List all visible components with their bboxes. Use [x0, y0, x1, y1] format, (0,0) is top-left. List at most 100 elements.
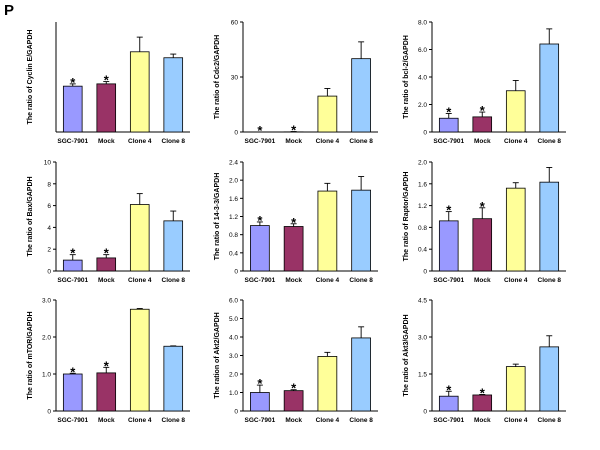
- category-label: Clone 8: [349, 138, 373, 145]
- category-label: Clone 8: [162, 417, 186, 424]
- y-tick-label: 1.6: [418, 181, 427, 188]
- y-axis-label: The ratio of Akt3/GAPDH: [403, 314, 410, 396]
- category-label: Clone 8: [349, 277, 373, 284]
- category-label: Clone 8: [162, 138, 186, 145]
- category-label: Clone 4: [504, 138, 528, 145]
- y-tick-label: 0: [423, 269, 427, 276]
- y-tick-label: 2: [47, 247, 51, 254]
- chart-8: 0 1.0 2.0 3.0 4.0 5.0 6.0 The ration of Akt2/GA…: [214, 298, 378, 424]
- bar: [163, 220, 184, 272]
- y-axis-label: The ratio of 14-3-3/GAPDH: [214, 173, 221, 261]
- category-label: SGC-7901: [433, 417, 464, 424]
- category-label: SGC-7901: [57, 417, 88, 424]
- category-label: Mock: [285, 417, 302, 424]
- category-label: Mock: [285, 277, 302, 284]
- bar: [505, 90, 526, 133]
- bar: [62, 373, 83, 412]
- bar: [351, 337, 371, 412]
- category-label: Clone 4: [316, 417, 340, 424]
- bar: [472, 218, 493, 272]
- y-tick-label: 10: [44, 160, 52, 167]
- category-label: Clone 8: [538, 277, 562, 284]
- panel-label: P: [4, 2, 15, 19]
- y-tick-label: 2.0: [418, 160, 427, 167]
- y-tick-label: 1.0: [229, 390, 238, 397]
- chart-1: The ratio of Cyclin E/GAPDH * SGC-7901 * Moc…: [27, 22, 190, 145]
- bar: [317, 356, 338, 412]
- significance-asterisk: *: [446, 104, 452, 119]
- y-tick-label: 0.4: [418, 247, 427, 254]
- bar: [129, 204, 150, 272]
- category-label: Mock: [474, 277, 491, 284]
- category-label: Clone 4: [504, 417, 528, 424]
- category-label: Mock: [98, 138, 115, 145]
- category-label: Mock: [285, 138, 302, 145]
- bar: [351, 189, 371, 272]
- y-tick-label: 8.0: [418, 20, 427, 27]
- bar: [438, 220, 459, 272]
- y-tick-label: 60: [231, 20, 239, 27]
- y-tick-label: 1.2: [418, 203, 427, 210]
- y-tick-label: 0: [47, 409, 51, 416]
- significance-asterisk: *: [257, 213, 263, 228]
- bar: [163, 345, 184, 412]
- significance-asterisk: *: [446, 382, 452, 397]
- category-label: Mock: [98, 417, 115, 424]
- category-label: Clone 4: [128, 417, 152, 424]
- y-tick-label: 5.0: [229, 316, 238, 323]
- y-tick-label: 0.4: [229, 250, 238, 257]
- bar: [539, 181, 560, 272]
- bar: [62, 85, 83, 133]
- y-tick-label: 3.0: [42, 298, 51, 305]
- y-tick-label: 4.0: [229, 335, 238, 342]
- bar: [250, 225, 270, 272]
- y-axis-label: The ratio of mTOR/GAPDH: [27, 311, 34, 399]
- significance-asterisk: *: [291, 123, 297, 138]
- chart-3: 0 2.0 4.0 6.0 8.0 The ratio of bcl-2/GAPDH * SG…: [403, 20, 566, 145]
- category-label: Clone 8: [349, 417, 373, 424]
- significance-asterisk: *: [70, 246, 76, 261]
- y-tick-label: 1.5: [418, 372, 427, 379]
- y-tick-label: 4.5: [418, 298, 427, 305]
- chart-6: 0 0.4 0.8 1.2 1.6 2.0 The ratio of Raptor/GAPD…: [403, 160, 566, 284]
- category-label: SGC-7901: [245, 138, 276, 145]
- y-tick-label: 2.0: [42, 335, 51, 342]
- bar: [505, 366, 526, 412]
- chart-9: 0 1.5 3.0 4.5 The ratio of Akt3/GAPDH * SGC-79…: [403, 298, 566, 424]
- significance-asterisk: *: [104, 73, 110, 88]
- bar: [129, 308, 150, 412]
- y-tick-label: 1.0: [42, 372, 51, 379]
- significance-asterisk: *: [104, 358, 110, 373]
- y-tick-label: 6: [47, 203, 51, 210]
- bar: [250, 392, 270, 412]
- significance-asterisk: *: [480, 385, 486, 400]
- category-label: Clone 8: [162, 277, 186, 284]
- significance-asterisk: *: [257, 376, 263, 391]
- y-tick-label: 0: [234, 269, 238, 276]
- bar: [129, 51, 150, 133]
- y-tick-label: 3.0: [229, 353, 238, 360]
- y-tick-label: 6.0: [229, 298, 238, 305]
- category-label: SGC-7901: [57, 277, 88, 284]
- y-tick-label: 4.0: [418, 75, 427, 82]
- category-label: SGC-7901: [433, 277, 464, 284]
- y-tick-label: 1.2: [229, 214, 238, 221]
- bar: [96, 372, 117, 412]
- y-tick-label: 0: [47, 269, 51, 276]
- y-tick-label: 0: [234, 409, 238, 416]
- category-label: SGC-7901: [245, 417, 276, 424]
- chart-7: 0 1.0 2.0 3.0 The ratio of mTOR/GAPDH * SGC-79…: [27, 298, 190, 424]
- bar: [539, 346, 560, 412]
- category-label: SGC-7901: [245, 277, 276, 284]
- category-label: Clone 8: [538, 138, 562, 145]
- y-tick-label: 0: [234, 130, 238, 137]
- y-tick-label: 0.8: [418, 225, 427, 232]
- y-tick-label: 2.0: [418, 102, 427, 109]
- y-axis-label: The ratio of Cdc2/GAPDH: [214, 35, 221, 119]
- category-label: Clone 4: [128, 138, 152, 145]
- significance-asterisk: *: [291, 381, 297, 396]
- category-label: Clone 8: [538, 417, 562, 424]
- category-label: SGC-7901: [433, 138, 464, 145]
- bar: [505, 187, 526, 272]
